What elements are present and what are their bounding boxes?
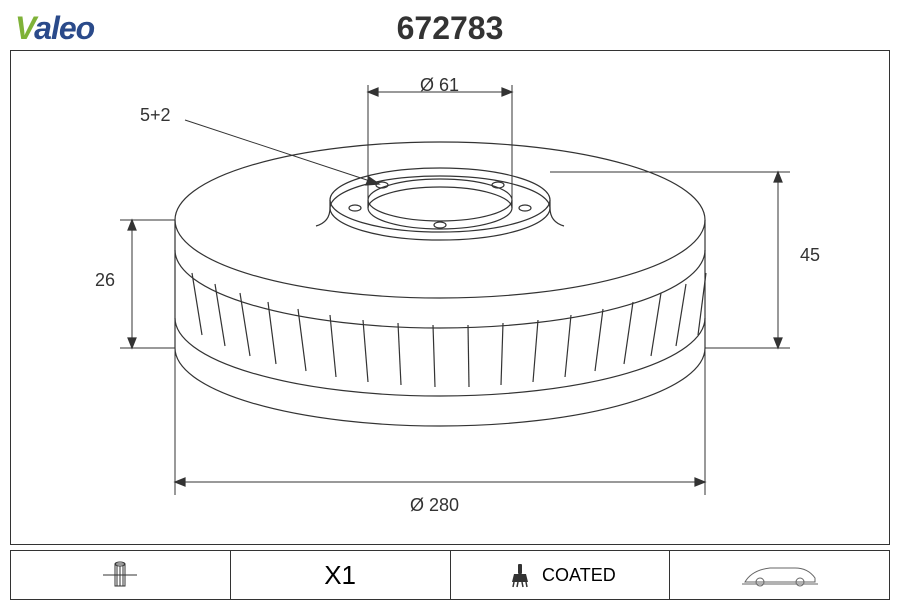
- quantity-text: X1: [324, 560, 356, 591]
- logo-rest: aleo: [34, 10, 94, 46]
- dim-holes: 5+2: [140, 105, 171, 126]
- brand-logo: Valeo: [15, 10, 94, 47]
- dim-outer: Ø 280: [410, 495, 459, 516]
- dim-bore: Ø 61: [420, 75, 459, 96]
- car-icon: [740, 560, 820, 590]
- part-number: 672783: [397, 10, 504, 47]
- dim-height: 45: [800, 245, 820, 266]
- footer-bar: X1 COATED: [10, 550, 890, 600]
- cell-cross-section: [11, 551, 231, 599]
- dim-thickness: 26: [95, 270, 115, 291]
- logo-letter-v: V: [15, 10, 34, 46]
- cell-coating: COATED: [451, 551, 671, 599]
- brush-icon: [504, 562, 534, 588]
- cell-car: [670, 551, 889, 599]
- disc-side-icon: [95, 560, 145, 590]
- cell-quantity: X1: [231, 551, 451, 599]
- coating-text: COATED: [542, 565, 616, 586]
